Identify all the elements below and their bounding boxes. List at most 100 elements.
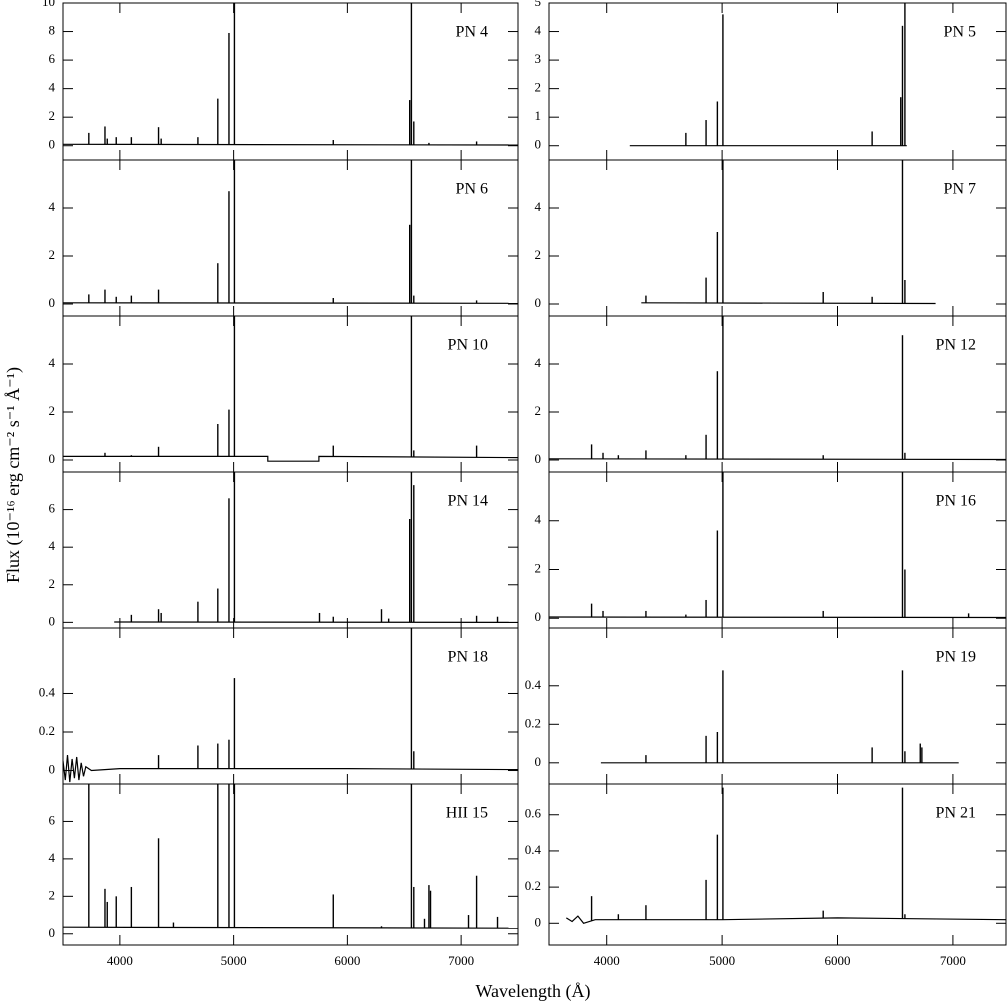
panel-label: PN 12 <box>936 337 976 354</box>
plot-area <box>63 3 518 146</box>
y-tick-label: 4 <box>49 199 56 214</box>
plot-area <box>114 472 518 623</box>
panel: 0 2 4 PN 16 <box>535 471 1007 629</box>
plot-area <box>63 316 518 462</box>
panel-frame <box>62 783 519 946</box>
plot-area <box>600 670 959 764</box>
x-tick-label: 6000 <box>825 953 851 968</box>
panel: 0 2 4 PN 10 <box>49 315 519 473</box>
y-tick-label: 6 <box>49 51 56 66</box>
panel: 0 0.2 0.4 PN 19 <box>525 627 1007 785</box>
y-tick-label: 2 <box>535 560 542 575</box>
y-axis-title: Flux (10⁻¹⁶ erg cm⁻² s⁻¹ Å⁻¹) <box>3 367 24 583</box>
y-tick-label: 0 <box>535 295 542 310</box>
y-tick-label: 4 <box>535 199 542 214</box>
y-tick-label: 10 <box>42 0 55 9</box>
panel-label: PN 5 <box>944 24 976 41</box>
plot-area <box>549 472 1006 619</box>
panel: 0 2 4 6 PN 14 <box>49 471 519 629</box>
y-tick-label: 6 <box>49 812 56 827</box>
y-tick-label: 2 <box>535 247 542 262</box>
y-tick-label: 0 <box>49 925 56 940</box>
y-tick-label: 0 <box>49 613 56 628</box>
y-tick-label: 5 <box>535 0 542 9</box>
panel: 0 0.2 0.4 PN 18 <box>39 627 519 785</box>
y-tick-label: 2 <box>535 80 542 95</box>
y-tick-label: 0.2 <box>525 878 541 893</box>
panel-frame <box>548 2 1007 161</box>
y-tick-label: 3 <box>535 51 542 66</box>
y-tick-label: 2 <box>49 247 56 262</box>
x-axis-title: Wavelength (Å) <box>475 981 590 1002</box>
panel-frame <box>62 2 519 161</box>
x-tick-label: 4000 <box>107 953 133 968</box>
y-tick-label: 2 <box>49 403 56 418</box>
panel-label: PN 6 <box>456 181 488 198</box>
panel-frame <box>548 159 1007 317</box>
panel-label: PN 18 <box>448 649 488 666</box>
y-tick-label: 4 <box>535 355 542 370</box>
y-tick-label: 0 <box>49 137 56 152</box>
plot-area <box>565 787 1006 924</box>
y-tick-label: 0.4 <box>525 677 542 692</box>
panel: 0 2 4 PN 6 <box>49 159 519 317</box>
continuum <box>63 926 518 929</box>
y-tick-label: 8 <box>49 23 56 38</box>
panel: 0 2 4 PN 7 <box>535 159 1007 317</box>
y-tick-label: 0.2 <box>525 715 541 730</box>
y-tick-label: 1 <box>535 108 542 123</box>
y-tick-label: 4 <box>49 538 56 553</box>
y-tick-label: 2 <box>535 403 542 418</box>
plot-area <box>641 160 936 305</box>
panel-label: PN 4 <box>456 24 488 41</box>
y-tick-label: 0.2 <box>39 723 55 738</box>
y-tick-label: 0 <box>535 609 542 624</box>
x-tick-label: 7000 <box>940 953 966 968</box>
y-tick-label: 4 <box>49 355 56 370</box>
continuum <box>641 302 936 305</box>
panel-label: HII 15 <box>446 805 488 822</box>
continuum <box>63 143 518 146</box>
panel-frame <box>62 159 519 317</box>
panel-label: PN 16 <box>936 493 976 510</box>
x-tick-label: 5000 <box>709 953 735 968</box>
y-tick-label: 2 <box>49 576 56 591</box>
panel-label: PN 14 <box>448 493 488 510</box>
x-tick-label: 6000 <box>334 953 360 968</box>
y-tick-label: 0 <box>49 451 56 466</box>
plot-area <box>63 160 518 304</box>
y-tick-label: 0 <box>49 295 56 310</box>
y-tick-label: 0.4 <box>39 684 56 699</box>
plot-area <box>63 628 518 783</box>
y-tick-label: 0 <box>535 451 542 466</box>
x-tick-label: 4000 <box>594 953 620 968</box>
y-tick-label: 2 <box>49 887 56 902</box>
continuum <box>549 458 1006 461</box>
y-tick-label: 4 <box>49 850 56 865</box>
continuum <box>63 302 518 304</box>
y-tick-label: 0 <box>535 754 542 769</box>
y-tick-label: 0 <box>49 762 56 777</box>
plot-area <box>63 784 518 929</box>
y-tick-label: 0.6 <box>525 806 542 821</box>
panel: 0 2 4 6 4000 5000 6000 7000 HII 15 <box>49 783 519 968</box>
y-tick-label: 0 <box>535 914 542 929</box>
panel: 0 0.2 0.4 0.6 4000 5000 6000 7000 PN 21 <box>525 783 1007 968</box>
x-tick-label: 5000 <box>221 953 247 968</box>
panel: 0 2 4 PN 12 <box>535 315 1007 473</box>
panel-label: PN 21 <box>936 805 976 822</box>
y-tick-label: 0.4 <box>525 842 542 857</box>
panel-frame <box>548 783 1007 946</box>
panel-label: PN 10 <box>448 337 488 354</box>
plot-area <box>549 316 1006 461</box>
y-tick-label: 4 <box>49 80 56 95</box>
plot-area <box>629 3 907 147</box>
continuum <box>63 755 518 783</box>
continuum <box>63 455 518 462</box>
x-tick-label: 7000 <box>448 953 474 968</box>
y-tick-label: 4 <box>535 512 542 527</box>
y-tick-label: 6 <box>49 501 56 516</box>
y-tick-label: 2 <box>49 108 56 123</box>
